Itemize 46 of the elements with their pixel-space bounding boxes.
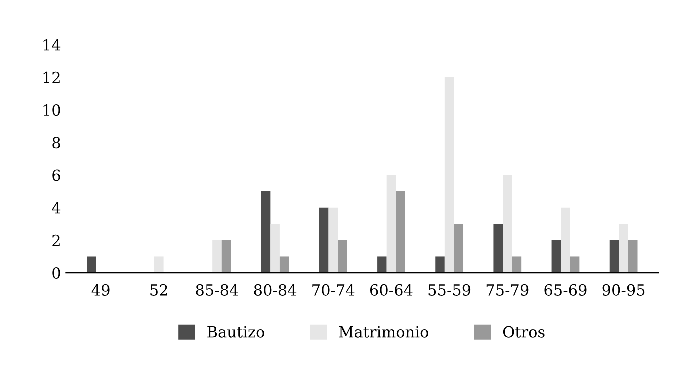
bar <box>610 240 620 274</box>
y-tick-label: 14 <box>44 39 61 51</box>
x-tick-label: 49 <box>92 284 110 296</box>
bar <box>280 256 290 274</box>
bar <box>512 256 522 274</box>
x-tick-label: 55-59 <box>428 284 471 296</box>
bar <box>552 240 562 274</box>
bar <box>570 256 580 274</box>
bar <box>319 208 329 274</box>
bar <box>444 77 454 274</box>
x-tick-label: 80-84 <box>254 284 297 296</box>
bar <box>628 240 638 274</box>
bar <box>386 175 396 274</box>
x-tick-label: 65-69 <box>544 284 587 296</box>
legend-label: Matrimonio <box>339 326 428 338</box>
y-tick-label: 2 <box>52 234 60 246</box>
x-tick-label: 70-74 <box>312 284 355 296</box>
legend-label: Otros <box>503 326 545 338</box>
y-tick-label: 4 <box>52 202 61 214</box>
bar <box>212 240 222 274</box>
y-tick-label: 10 <box>44 104 60 116</box>
bar <box>619 224 628 274</box>
bar <box>396 192 406 274</box>
x-tick-label: 52 <box>150 284 168 296</box>
bar <box>378 256 387 274</box>
x-tick-label: 60-64 <box>370 284 413 296</box>
bar <box>338 240 348 274</box>
legend-label: Bautizo <box>208 326 264 338</box>
bar <box>561 208 570 274</box>
bar <box>87 256 96 274</box>
bar <box>494 224 503 274</box>
x-tick-label: 75-79 <box>486 284 529 296</box>
bar <box>261 192 271 274</box>
bar <box>270 224 280 274</box>
bar <box>436 256 445 274</box>
y-tick-label: 12 <box>44 72 60 84</box>
y-tick-label: 8 <box>52 137 60 149</box>
y-tick-label: 0 <box>52 267 60 280</box>
bar <box>454 224 464 274</box>
x-tick-label: 90-95 <box>602 284 645 296</box>
bar <box>222 240 232 274</box>
y-tick-label: 6 <box>52 170 60 182</box>
bar <box>154 256 164 274</box>
bar <box>503 175 512 274</box>
x-tick-label: 85-84 <box>196 284 238 296</box>
bar <box>328 208 338 274</box>
